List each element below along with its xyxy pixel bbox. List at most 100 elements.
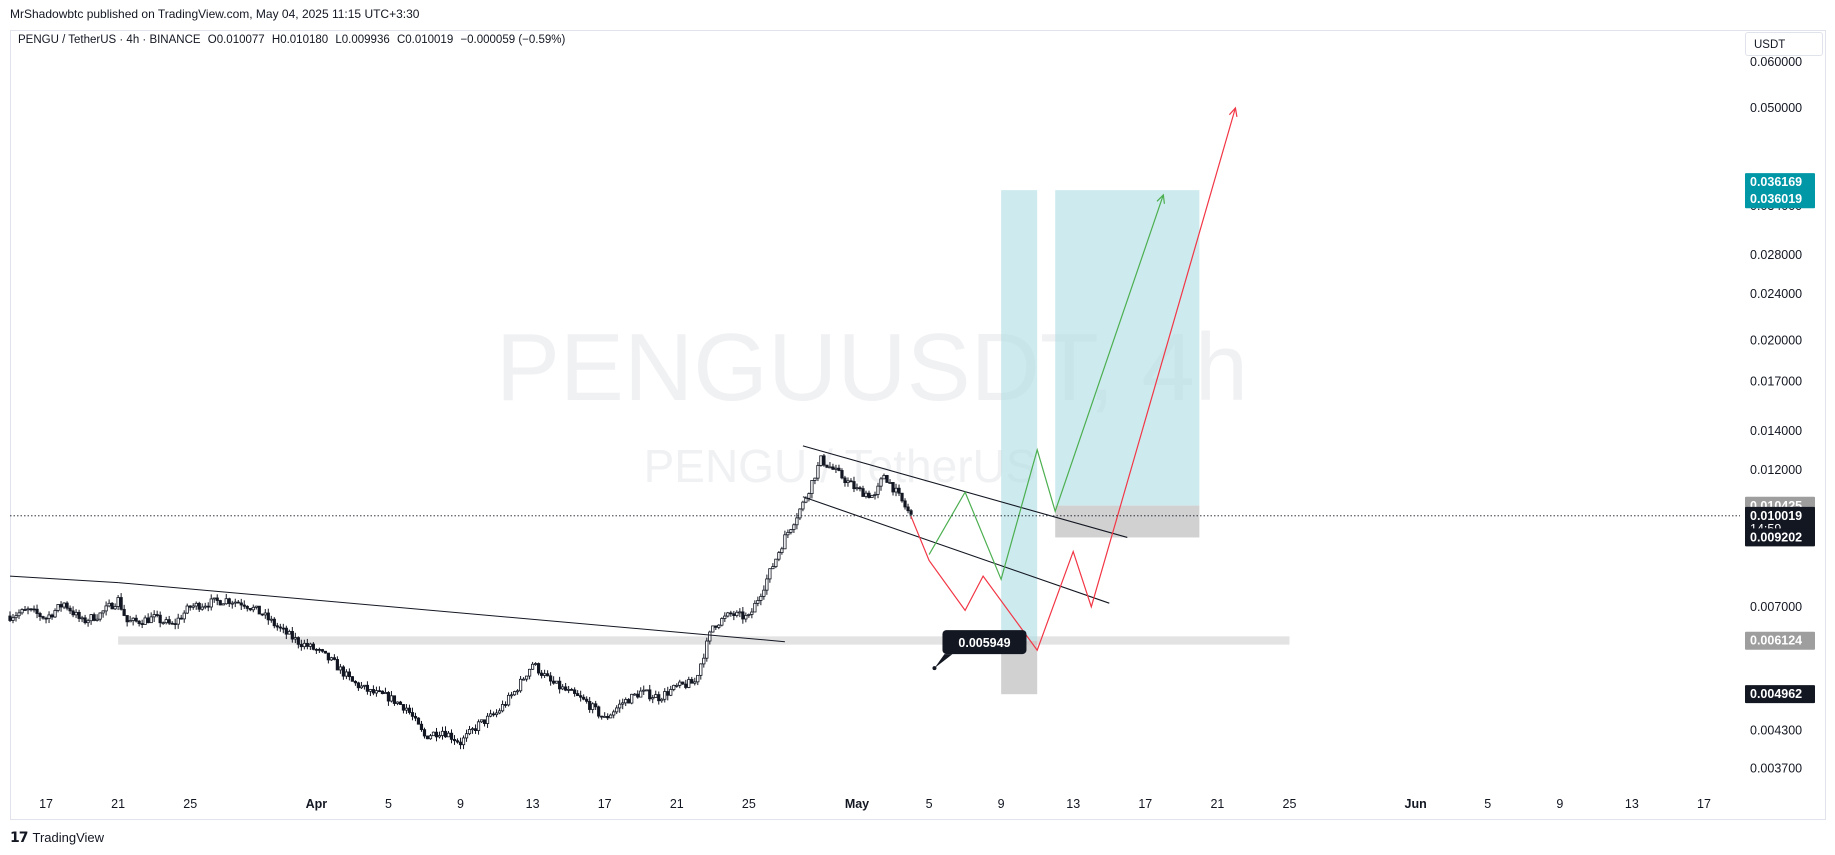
candle-body-152 (464, 733, 469, 739)
candle-body-126 (386, 692, 391, 702)
candle-body-190 (579, 695, 583, 698)
candle-body-77 (239, 602, 243, 606)
legend-high: H0.010180 (271, 34, 329, 46)
candle-body-32 (104, 605, 108, 612)
callout-value: 0.005949 (958, 636, 1010, 650)
candle-body-91 (281, 627, 285, 630)
date-tick-20: 13 (1625, 797, 1639, 811)
price-tick-7: 0.014000 (1750, 424, 1802, 438)
candle-body-293 (888, 482, 892, 484)
legend-symbol[interactable]: PENGU / TetherUS · 4h · BINANCE (18, 34, 201, 46)
candle-body-58 (182, 612, 186, 620)
bearish-projection-path-arrowhead (1228, 106, 1238, 117)
candle-body-276 (837, 467, 841, 471)
candle-body-251 (762, 589, 766, 597)
candle-body-149 (455, 740, 460, 743)
price-tick-3: 0.028000 (1750, 248, 1802, 262)
candle-body-39 (125, 615, 129, 623)
candle-body-240 (729, 612, 733, 615)
candle-body-128 (392, 695, 397, 704)
candle-body-81 (251, 606, 255, 611)
candle-body-238 (723, 615, 727, 619)
candle-body-196 (597, 706, 601, 717)
candle-body-0 (8, 615, 12, 621)
candle-body-264 (801, 501, 805, 510)
candle-body-70 (218, 600, 222, 606)
tradingview-logo[interactable]: 𝟭𝟳 TradingView (10, 829, 104, 846)
candle-body-210 (639, 690, 643, 698)
candle-body-74 (230, 602, 234, 605)
candle-body-31 (101, 610, 105, 614)
candle-body-211 (642, 689, 646, 692)
bullish-projection-path-arrowhead (1156, 193, 1166, 204)
candle-body-122 (374, 690, 379, 694)
candle-body-274 (831, 466, 835, 470)
candle-body-76 (236, 601, 240, 604)
candle-body-258 (783, 534, 787, 550)
candle-body-261 (792, 524, 796, 530)
candle-body-68 (212, 597, 216, 600)
candle-body-222 (675, 684, 679, 687)
candle-body-167 (509, 694, 514, 697)
candle-body-29 (95, 618, 99, 621)
candle-body-193 (588, 700, 592, 710)
watermark-line-2: PENGU / TetherUS (644, 440, 1037, 492)
candle-body-213 (648, 689, 652, 700)
candle-body-189 (576, 693, 580, 697)
candle-body-287 (870, 494, 874, 498)
candle-body-218 (663, 691, 667, 700)
candle-body-100 (308, 643, 312, 647)
candle-body-192 (585, 698, 589, 702)
candle-body-38 (122, 608, 126, 616)
candle-body-242 (735, 611, 739, 617)
candle-body-11 (41, 616, 45, 619)
candle-body-212 (645, 689, 649, 692)
price-label-6: 0.004962 (1750, 687, 1802, 701)
candle-body-182 (555, 680, 559, 684)
candle-body-162 (494, 712, 499, 716)
candle-body-69 (215, 597, 219, 601)
candle-body-6 (26, 608, 30, 611)
candle-body-133 (407, 707, 412, 713)
bearish-projection-path (910, 107, 1236, 652)
candle-body-216 (657, 694, 661, 702)
candle-body-168 (512, 691, 517, 696)
candle-body-299 (906, 506, 910, 512)
symbol-legend: PENGU / TetherUS · 4h · BINANCE O0.01007… (18, 34, 569, 46)
candle-body-272 (825, 464, 829, 468)
candle-body-132 (404, 707, 409, 711)
candle-body-234 (711, 625, 715, 633)
candle-body-1 (11, 617, 15, 621)
candle-body-256 (777, 552, 781, 560)
candle-body-201 (612, 711, 616, 716)
candle-body-207 (630, 693, 634, 704)
candle-body-205 (624, 699, 628, 704)
candle-body-36 (116, 597, 120, 607)
candle-body-7 (29, 608, 33, 611)
candle-body-16 (56, 604, 60, 611)
date-tick-17: Jun (1405, 797, 1427, 811)
candle-body-14 (50, 614, 54, 618)
candle-body-92 (284, 627, 288, 635)
resistance-trendline (118, 582, 785, 643)
price-tick-4: 0.024000 (1750, 287, 1802, 301)
candle-body-63 (197, 602, 201, 610)
date-tick-19: 9 (1556, 797, 1563, 811)
candle-body-228 (693, 681, 697, 684)
candle-body-102 (314, 648, 318, 651)
tradingview-brand: TradingView (32, 830, 105, 845)
candle-body-257 (780, 548, 784, 553)
support-zone (118, 636, 1290, 645)
currency-selector[interactable]: USDT (1745, 32, 1823, 56)
candle-body-233 (708, 631, 712, 642)
candle-body-220 (669, 689, 673, 696)
candle-body-80 (248, 608, 252, 611)
candle-body-197 (600, 715, 604, 718)
price-label-5: 0.006124 (1750, 634, 1802, 648)
candle-body-51 (161, 622, 165, 625)
candle-body-82 (254, 605, 258, 608)
candle-body-8 (32, 608, 36, 611)
candle-body-96 (296, 637, 300, 645)
candle-body-134 (410, 712, 415, 717)
